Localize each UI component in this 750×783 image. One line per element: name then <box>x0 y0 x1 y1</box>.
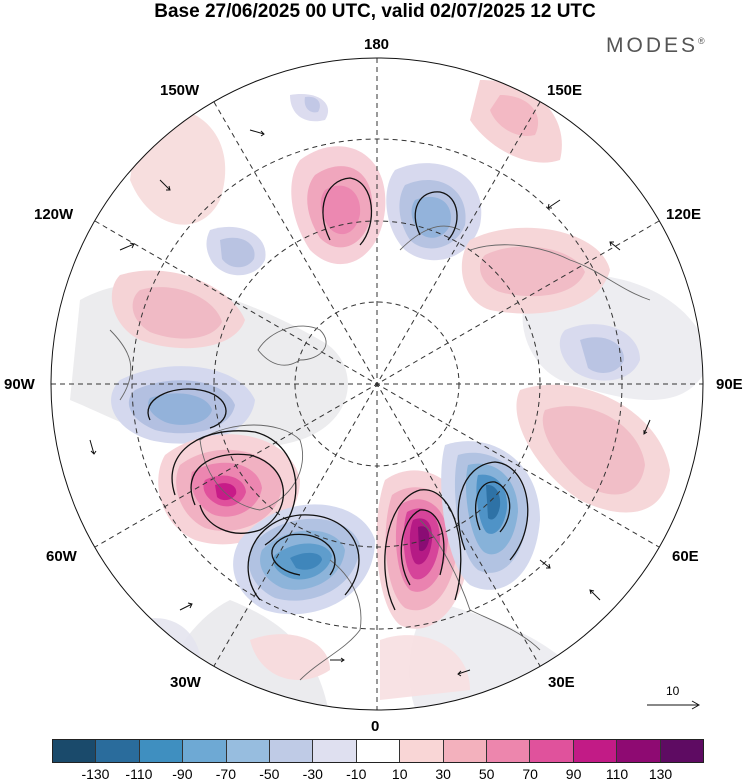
map-field <box>51 58 703 710</box>
map-boundary <box>50 57 704 711</box>
lon-label-90w: 90W <box>4 376 35 393</box>
graticule <box>51 58 703 710</box>
lon-label-30e: 30E <box>548 674 575 691</box>
coastlines <box>109 225 651 681</box>
colorbar-tick-label: -70 <box>215 766 236 782</box>
streamlines <box>147 177 529 611</box>
colorbar-cell <box>95 740 139 762</box>
polar-map <box>50 57 704 711</box>
colorbar-tick-label: -90 <box>172 766 193 782</box>
wind-vectors <box>89 129 651 677</box>
colorbar-tick-label: -50 <box>259 766 280 782</box>
colorbar-tick-label: -10 <box>346 766 367 782</box>
colorbar-cell <box>442 740 487 762</box>
map-title: Base 27/06/2025 00 UTC, valid 02/07/2025… <box>154 1 596 22</box>
lon-label-0: 0 <box>371 718 380 735</box>
modes-logo: MODES® <box>606 34 705 58</box>
colorbar-cell <box>138 740 183 762</box>
colorbar-cell <box>486 740 530 762</box>
reference-vector-label: 10 <box>666 684 680 698</box>
lon-label-120w: 120W <box>34 206 74 223</box>
colorbar <box>52 739 704 763</box>
lon-label-60w: 60W <box>46 548 77 565</box>
colorbar-tick-label: -110 <box>125 766 153 782</box>
colorbar-tick-label: 130 <box>648 766 673 782</box>
registered-mark: ® <box>698 36 705 46</box>
colorbar-tick-label: 110 <box>605 766 629 782</box>
colorbar-cell <box>399 740 443 762</box>
colorbar-cell <box>659 740 704 762</box>
colorbar-cell <box>269 740 313 762</box>
colorbar-tick-label: 90 <box>565 766 582 782</box>
colorbar-cell <box>529 740 573 762</box>
lon-label-150w: 150W <box>160 82 200 99</box>
lon-label-180: 180 <box>364 36 390 53</box>
colorbar-tick-label: 70 <box>522 766 538 782</box>
colorbar-cell <box>225 740 270 762</box>
lon-label-150e: 150E <box>547 82 583 99</box>
colorbar-cell <box>355 740 400 762</box>
colorbar-tick-label: 50 <box>478 766 495 782</box>
colorbar-tick-label: -130 <box>81 766 110 782</box>
colorbar-tick-label: -30 <box>302 766 323 782</box>
lon-label-90e: 90E <box>716 376 743 393</box>
colorbar-tick-label: 30 <box>435 766 451 782</box>
colorbar-cell <box>572 740 617 762</box>
colorbar-tick-label: 10 <box>391 766 408 782</box>
colorbar-cell <box>616 740 660 762</box>
brand-name: MODES <box>606 34 699 57</box>
colorbar-cell <box>312 740 356 762</box>
lon-label-30w: 30W <box>170 674 201 691</box>
colorbar-cell <box>53 740 96 762</box>
lon-label-120e: 120E <box>666 206 702 223</box>
reference-vector-arrow <box>647 700 701 710</box>
lon-label-60e: 60E <box>672 548 699 565</box>
colorbar-cell <box>182 740 226 762</box>
colorbar-ticks: -130 -110 -90 -70 -50 -30 -10 10 30 50 70 90 110 130 <box>0 766 750 783</box>
